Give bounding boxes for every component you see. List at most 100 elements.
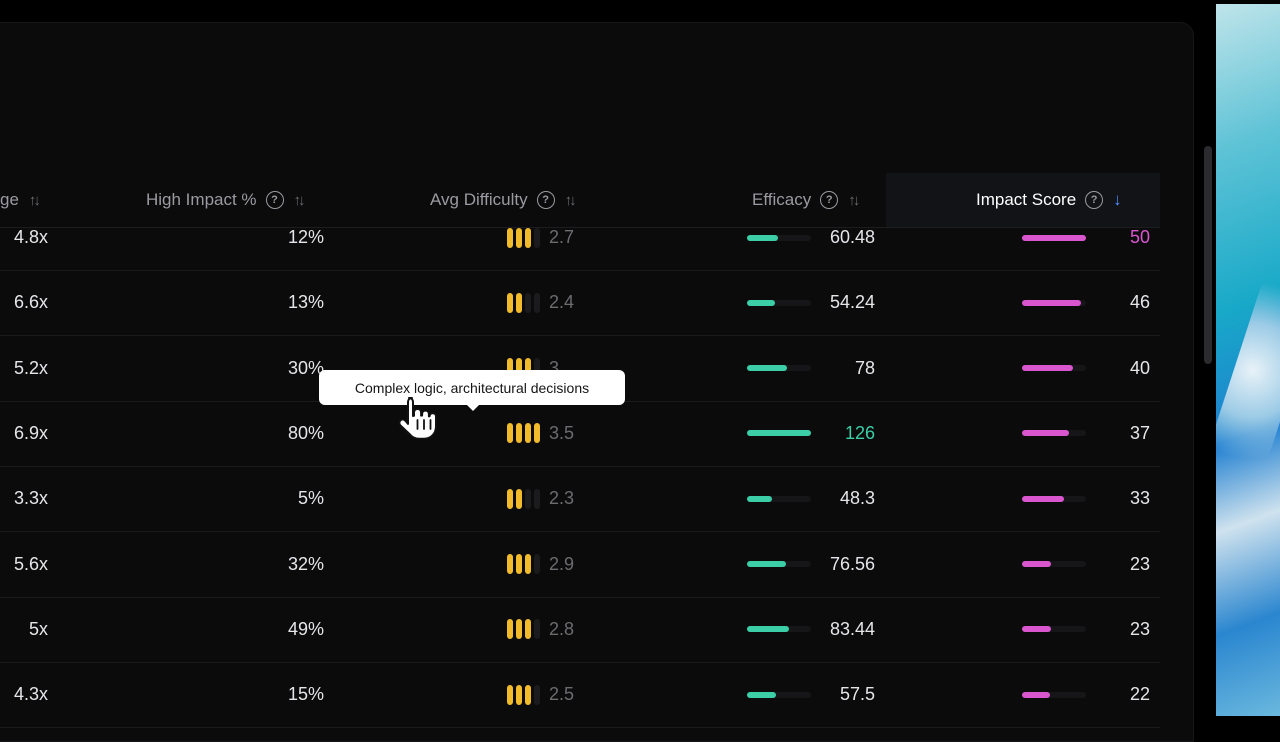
impact-score-value: 22 xyxy=(1129,684,1150,705)
difficulty-tooltip: Complex logic, architectural decisions xyxy=(319,370,625,411)
column-header-high-impact[interactable]: High Impact % ? ↑↓ xyxy=(146,173,306,227)
impact-bar-fill xyxy=(1022,561,1052,567)
efficacy-value: 78 xyxy=(854,357,875,378)
efficacy-bar-track xyxy=(747,365,811,372)
difficulty-cell[interactable]: 2.9 xyxy=(507,532,627,597)
impact-bar-cell xyxy=(1022,205,1086,270)
impact-bar-cell xyxy=(1022,466,1086,531)
impact-bar-track xyxy=(1022,430,1086,437)
efficacy-value: 60.48 xyxy=(829,227,875,247)
impact-score-cell: 23 xyxy=(1096,532,1150,597)
difficulty-bar-segment xyxy=(534,488,540,509)
difficulty-bar-segment xyxy=(525,292,531,313)
efficacy-value: 76.56 xyxy=(829,553,875,574)
efficacy-bar-cell xyxy=(747,532,811,597)
impact-bar-track xyxy=(1022,691,1086,698)
efficacy-bar-fill xyxy=(747,626,790,633)
difficulty-value: 2.4 xyxy=(549,292,575,313)
high-impact-cell: 32% xyxy=(180,532,324,597)
table-row[interactable]: 5x 49% 2.8 83.44 23 xyxy=(0,597,1160,663)
table-row[interactable]: 6.9x 80% 3.5 126 37 xyxy=(0,401,1160,467)
difficulty-cell[interactable]: 2.3 xyxy=(507,466,627,531)
multiplier-value: 3.3x xyxy=(13,488,48,509)
difficulty-cell[interactable]: 3.5 xyxy=(507,401,627,466)
table-row[interactable]: 4.8x 12% 2.7 60.48 50 xyxy=(0,205,1160,271)
impact-score-cell: 23 xyxy=(1096,597,1150,662)
efficacy-bar-track xyxy=(747,430,811,437)
difficulty-bar-segment xyxy=(507,488,513,509)
efficacy-cell: 126 xyxy=(815,401,875,466)
question-circle-icon[interactable]: ? xyxy=(265,191,284,209)
impact-score-cell: 40 xyxy=(1096,336,1150,401)
column-header-label: Impact Score xyxy=(976,190,1077,209)
efficacy-cell: 57.5 xyxy=(815,662,875,727)
column-header-impact-score[interactable]: Impact Score ? ↓ xyxy=(976,173,1122,227)
difficulty-cell[interactable]: 2.4 xyxy=(507,270,627,335)
table-row[interactable]: 5.6x 32% 2.9 76.56 23 xyxy=(0,532,1160,598)
high-impact-value: 13% xyxy=(287,292,324,313)
multiplier-cell: 4.3x xyxy=(0,662,48,727)
difficulty-bar-segment xyxy=(516,684,522,705)
impact-bar-fill xyxy=(1022,234,1086,241)
table-row[interactable]: 4.3x 15% 2.5 57.5 22 xyxy=(0,662,1160,729)
impact-bar-cell xyxy=(1022,662,1086,727)
table-row[interactable]: 3.3x 5% 2.3 48.3 33 xyxy=(0,466,1160,533)
column-header-avg-difficulty[interactable]: Avg Difficulty ? ↑↓ xyxy=(430,173,577,227)
high-impact-cell: 80% xyxy=(180,401,324,466)
high-impact-value: 15% xyxy=(287,684,324,705)
efficacy-bar-cell xyxy=(747,270,811,335)
difficulty-bar-segment xyxy=(516,358,522,379)
column-header-multiplier[interactable]: ge ↑↓ xyxy=(0,173,41,227)
difficulty-cell[interactable]: 2.8 xyxy=(507,597,627,662)
efficacy-value: 57.5 xyxy=(839,684,875,705)
arrow-down-icon[interactable]: ↓ xyxy=(1113,190,1122,209)
impact-bar-track xyxy=(1022,299,1086,306)
impact-bar-track xyxy=(1022,495,1086,502)
background-wallpaper xyxy=(1216,4,1280,716)
question-circle-icon[interactable]: ? xyxy=(1085,191,1104,209)
difficulty-bar-segment xyxy=(534,227,540,248)
difficulty-bar-segment xyxy=(534,619,540,640)
efficacy-cell: 83.44 xyxy=(815,597,875,662)
question-circle-icon[interactable]: ? xyxy=(536,191,555,209)
column-header-label: Avg Difficulty xyxy=(430,190,528,209)
efficacy-bar-track xyxy=(747,561,811,567)
difficulty-meter xyxy=(507,358,540,379)
efficacy-bar-fill xyxy=(747,495,772,502)
multiplier-value: 4.3x xyxy=(13,684,48,705)
difficulty-bar-segment xyxy=(525,358,531,379)
impact-bar-fill xyxy=(1022,430,1070,437)
difficulty-cell[interactable]: 3 xyxy=(507,336,627,401)
active-column-highlight xyxy=(886,173,1160,227)
efficacy-bar-cell xyxy=(747,205,811,270)
efficacy-bar-track xyxy=(747,691,811,698)
difficulty-cell[interactable]: 2.7 xyxy=(507,205,627,270)
tooltip-text: Complex logic, architectural decisions xyxy=(354,379,590,396)
difficulty-bar-segment xyxy=(507,292,513,313)
multiplier-value: 5.2x xyxy=(13,357,48,378)
hand-pointer-cursor-icon xyxy=(398,397,437,440)
efficacy-bar-fill xyxy=(747,561,786,567)
high-impact-value: 5% xyxy=(297,488,324,509)
efficacy-bar-fill xyxy=(747,430,811,437)
high-impact-value: 32% xyxy=(287,553,324,574)
multiplier-value: 5.6x xyxy=(13,553,48,574)
vertical-scrollbar[interactable] xyxy=(1204,146,1212,364)
impact-bar-track xyxy=(1022,626,1086,633)
difficulty-bar-segment xyxy=(507,423,513,444)
table-row[interactable]: 6.6x 13% 2.4 54.24 46 xyxy=(0,270,1160,337)
difficulty-meter xyxy=(507,619,540,640)
impact-score-cell: 46 xyxy=(1096,270,1150,335)
impact-bar-cell xyxy=(1022,270,1086,335)
difficulty-bar-segment xyxy=(516,292,522,313)
question-circle-icon[interactable]: ? xyxy=(820,191,839,209)
difficulty-bar-segment xyxy=(507,554,513,574)
efficacy-bar-track xyxy=(747,299,811,306)
impact-score-cell: 37 xyxy=(1096,401,1150,466)
difficulty-cell[interactable]: 2.5 xyxy=(507,662,627,727)
efficacy-bar-track xyxy=(747,495,811,502)
difficulty-bar-segment xyxy=(534,423,540,444)
column-header-label: High Impact % xyxy=(146,190,257,209)
table-header: ge ↑↓ High Impact % ? ↑↓ Avg Difficulty … xyxy=(0,173,1160,228)
impact-score-value: 40 xyxy=(1129,357,1150,378)
